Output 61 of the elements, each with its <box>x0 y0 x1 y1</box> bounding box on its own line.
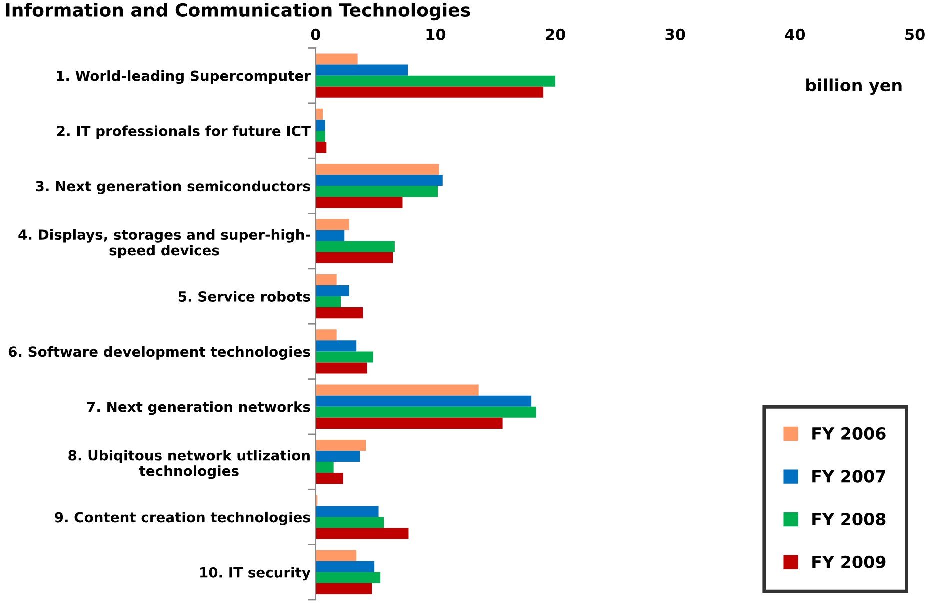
bar <box>316 462 334 474</box>
legend-label: FY 2006 <box>812 427 886 440</box>
bar <box>316 517 384 528</box>
bar <box>316 352 374 363</box>
bar <box>316 274 337 286</box>
bar <box>316 340 357 352</box>
bar <box>316 285 350 297</box>
bar <box>316 252 394 264</box>
bar <box>316 86 544 98</box>
y-tick-label: 8. Ubiqitous network utlization technologies <box>68 450 310 480</box>
bar <box>316 583 372 594</box>
annotation: billion yen <box>806 78 902 95</box>
y-tick-label: 7. Next generation networks <box>87 402 310 416</box>
y-tick-label: 1. World-leading Supercomputer <box>57 70 311 84</box>
bar <box>316 473 344 484</box>
bar <box>316 64 408 76</box>
x-tick-label: 0 <box>311 28 320 40</box>
legend-label: FY 2008 <box>812 513 886 526</box>
bar <box>316 197 403 208</box>
bar <box>316 330 337 341</box>
y-tick-label: 9. Content creation technologies <box>55 512 310 526</box>
bar <box>316 406 536 418</box>
bar <box>316 186 438 198</box>
y-tick-label: 4. Displays, storages and super-high- speed devices <box>18 229 310 258</box>
bar <box>316 550 357 562</box>
bar <box>316 76 556 87</box>
bar <box>316 440 366 452</box>
bar <box>316 241 395 252</box>
y-tick-label: 6. Software development technologies <box>8 346 310 360</box>
bar <box>316 296 342 308</box>
legend-label: FY 2009 <box>812 556 886 568</box>
bar <box>316 142 327 154</box>
bar <box>316 572 381 584</box>
bar <box>316 131 326 142</box>
y-tick-label: 5. Service robots <box>178 291 310 302</box>
bar <box>316 362 368 374</box>
bar <box>316 219 350 230</box>
bar <box>316 164 440 176</box>
bar <box>316 230 345 242</box>
bar <box>316 418 503 429</box>
bar <box>316 396 532 407</box>
y-tick-label: 3. Next generation semiconductors <box>36 180 310 194</box>
bar <box>316 308 364 319</box>
x-tick-label: 10 <box>426 28 446 40</box>
x-tick-label: 40 <box>785 28 806 40</box>
bar <box>316 506 379 518</box>
bar <box>316 451 360 462</box>
legend-label: FY 2007 <box>812 470 886 483</box>
x-tick-label: 50 <box>906 28 925 40</box>
bar <box>316 561 375 572</box>
y-tick-label: 2. IT professionals for future ICT <box>57 126 311 140</box>
bar <box>316 175 443 186</box>
bar <box>316 54 358 65</box>
chart-title: Information and Communication Technologies <box>6 3 470 21</box>
y-tick-label: 10. IT security <box>200 567 311 581</box>
bar <box>316 384 479 396</box>
bar <box>316 108 324 120</box>
x-tick-label: 30 <box>666 28 686 40</box>
bar <box>316 120 326 131</box>
bar <box>316 528 409 540</box>
x-tick-label: 20 <box>546 28 566 40</box>
